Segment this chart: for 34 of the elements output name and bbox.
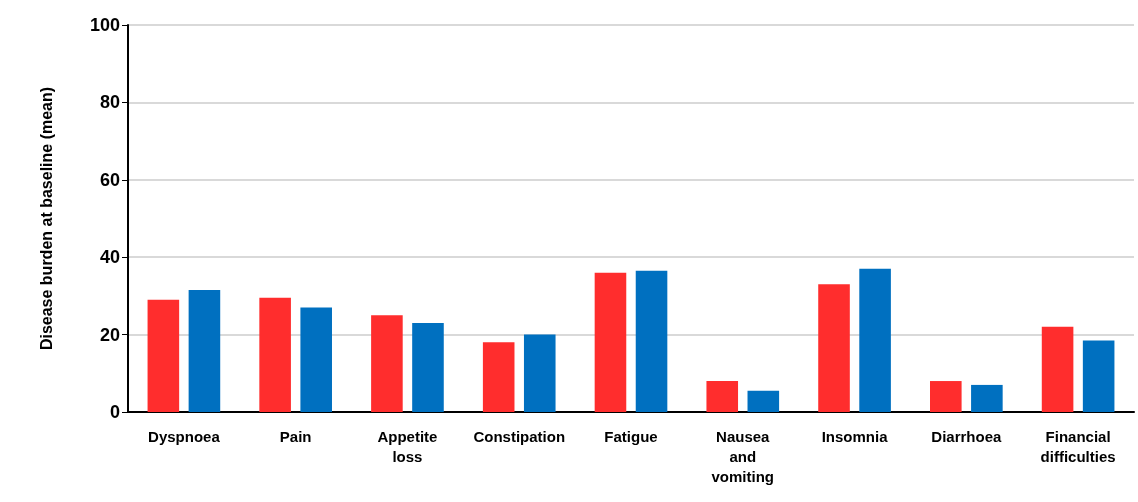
bar xyxy=(412,322,444,412)
bar xyxy=(594,272,627,412)
bar xyxy=(859,268,891,412)
y-tick-label: 80 xyxy=(99,92,120,113)
x-tick-label: Dyspnoea xyxy=(148,427,221,445)
bar xyxy=(706,381,739,412)
bar xyxy=(188,290,221,412)
x-tick-label: Insomnia xyxy=(821,427,889,445)
bar xyxy=(259,297,291,412)
x-tick-label: Financial difficulties xyxy=(1040,427,1116,465)
y-axis-title: Disease burden at baseline (mean) xyxy=(37,86,55,351)
y-tick-label: 20 xyxy=(99,324,120,345)
bar xyxy=(482,342,515,412)
bar xyxy=(1082,340,1115,412)
y-tick-label: 60 xyxy=(99,169,120,190)
bar xyxy=(930,381,962,412)
bar xyxy=(971,384,1003,412)
x-tick-label: Pain xyxy=(279,427,312,445)
bar xyxy=(635,270,668,412)
y-tick-label: 100 xyxy=(89,15,120,35)
x-tick-label: Nausea and vomiting xyxy=(711,427,775,485)
x-tick-label: Fatigue xyxy=(604,427,658,445)
bar xyxy=(523,334,556,412)
bar xyxy=(300,307,332,412)
x-tick-label: Appetite loss xyxy=(377,427,438,465)
bar xyxy=(747,390,780,412)
y-tick-label: 0 xyxy=(109,402,120,422)
bar xyxy=(1041,326,1074,412)
x-tick-label: Constipation xyxy=(473,427,566,445)
bar xyxy=(371,315,403,412)
bar xyxy=(147,299,180,412)
y-tick-label: 40 xyxy=(99,247,120,268)
x-tick-label: Diarrhoea xyxy=(931,427,1002,445)
bar xyxy=(818,284,850,412)
